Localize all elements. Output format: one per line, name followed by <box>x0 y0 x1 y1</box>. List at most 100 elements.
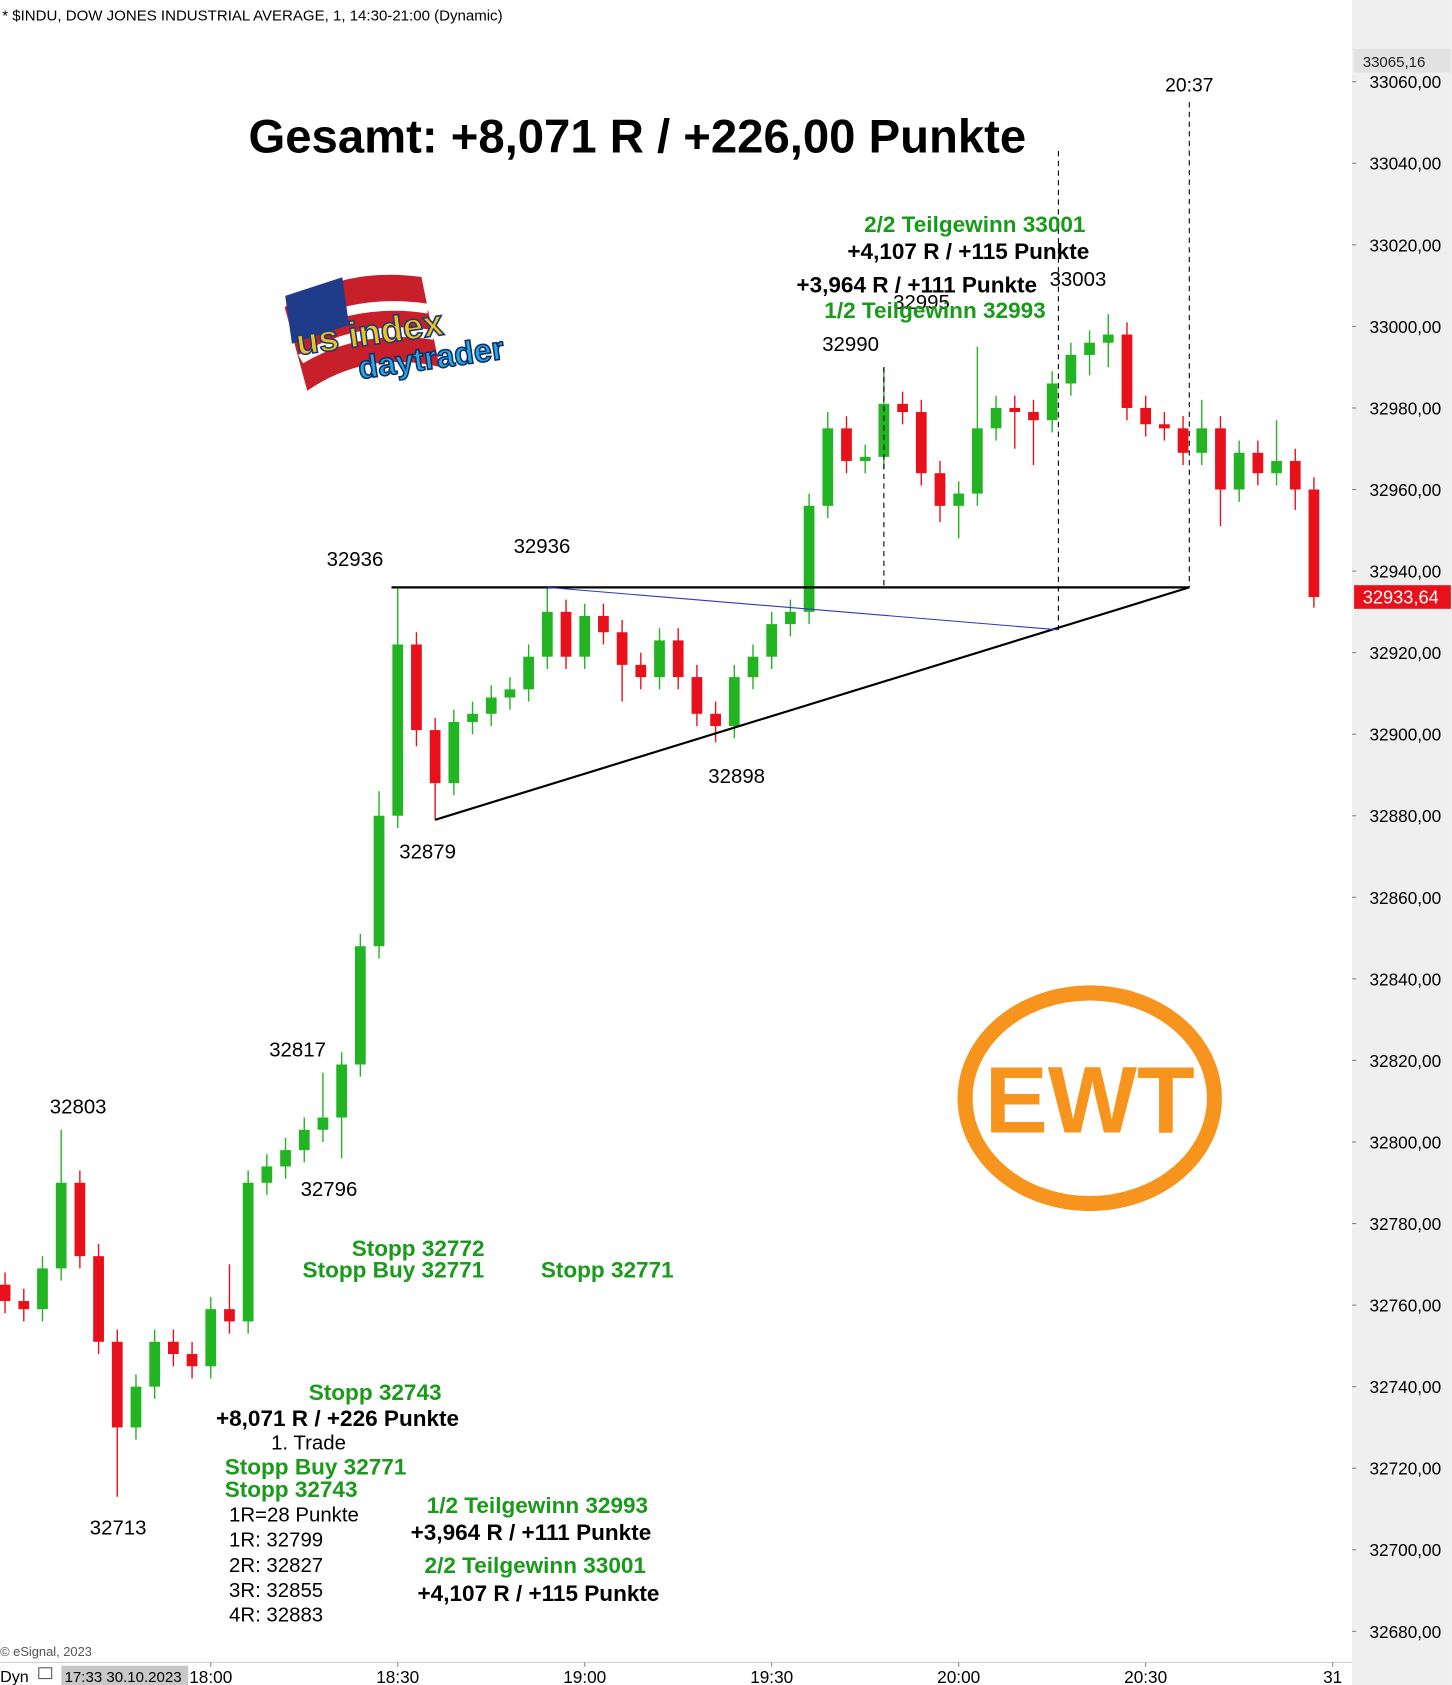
candle-body <box>130 1386 142 1428</box>
pivot-label: 32936 <box>327 549 384 571</box>
candle-body <box>1271 460 1282 474</box>
y-tick-label: 32880,00 <box>1369 806 1441 826</box>
y-tick-label: 32840,00 <box>1369 969 1441 989</box>
lock-icon[interactable] <box>38 1667 53 1680</box>
candle-body <box>822 428 834 506</box>
candle-body <box>485 697 497 714</box>
annotation: 1/2 Teilgewinn 32993 <box>824 298 1045 323</box>
y-tick-label: 32820,00 <box>1369 1051 1441 1071</box>
candle-body <box>504 689 516 698</box>
pivot-label: 32817 <box>269 1040 326 1062</box>
pivot-label: 32803 <box>50 1097 107 1119</box>
candle-body <box>859 456 871 461</box>
price-label: 33065,16 <box>1363 54 1426 71</box>
y-tick-label: 32740,00 <box>1369 1377 1441 1397</box>
candle-body <box>1028 412 1039 421</box>
candle-body <box>785 611 796 625</box>
ewt-logo: EWT <box>957 985 1222 1212</box>
header: * $INDU, DOW JONES INDUSTRIAL AVERAGE, 1… <box>2 7 502 24</box>
pivot-label: 32713 <box>90 1517 147 1539</box>
annotation: Stopp Buy 32771 <box>225 1454 407 1479</box>
candle-body <box>167 1341 179 1355</box>
candle-body <box>317 1117 329 1130</box>
candle-body <box>0 1284 11 1302</box>
candle-body <box>93 1256 104 1342</box>
annotation: 2/2 Teilgewinn 33001 <box>864 212 1085 237</box>
annotation: 2R: 32827 <box>229 1555 323 1577</box>
candle-body <box>766 624 778 657</box>
pivot-label: 32879 <box>399 842 456 864</box>
candle-body <box>354 946 366 1065</box>
candle-body <box>261 1166 273 1183</box>
candle-body <box>1196 428 1208 453</box>
y-tick-label: 32960,00 <box>1369 480 1441 500</box>
pivot-label: 32898 <box>708 766 765 788</box>
x-tick-label: 20:30 <box>1124 1667 1167 1685</box>
candle-body <box>373 815 385 947</box>
flag-canton <box>285 277 350 344</box>
x-tick-label: 19:00 <box>563 1667 606 1685</box>
candle-body <box>224 1309 235 1322</box>
candle-body <box>1121 334 1133 408</box>
annotation: 1. Trade <box>271 1433 346 1455</box>
candle-body <box>1289 460 1301 490</box>
candle-body <box>672 640 684 678</box>
timestamp: 17:33 30.10.2023 <box>65 1669 182 1685</box>
candle-body <box>728 677 740 727</box>
trendline <box>547 586 1059 631</box>
y-tick-label: 32760,00 <box>1369 1296 1441 1316</box>
annotation: Stopp 32743 <box>309 1380 442 1405</box>
x-tick-label: 18:00 <box>189 1667 232 1685</box>
y-tick-label: 33040,00 <box>1369 154 1441 174</box>
y-tick-label: 32920,00 <box>1369 643 1441 663</box>
candle-body <box>37 1268 48 1310</box>
y-tick-label: 32780,00 <box>1369 1214 1441 1234</box>
candle-body <box>448 721 460 784</box>
candle-body <box>990 407 1002 429</box>
candle-body <box>915 412 927 474</box>
annotation: +8,071 R / +226 Punkte <box>216 1406 459 1431</box>
candle-body <box>560 611 572 657</box>
candle-body <box>841 428 852 461</box>
mode: Dyn <box>0 1668 29 1685</box>
price-label: 32933,64 <box>1363 586 1439 607</box>
annotation: Stopp 32771 <box>541 1258 674 1283</box>
candle-body <box>298 1129 310 1151</box>
annotation: +3,964 R / +111 Punkte <box>411 1520 652 1545</box>
trendline <box>434 586 1190 821</box>
candle-body <box>616 632 628 665</box>
candle-body <box>429 730 441 784</box>
candle-body <box>1308 489 1320 598</box>
y-tick-label: 32680,00 <box>1369 1622 1441 1642</box>
candle-body <box>1158 424 1170 429</box>
annotation: +4,107 R / +115 Punkte <box>418 1581 660 1606</box>
vertical-marker-label: 20:37 <box>1165 74 1213 96</box>
y-tick-label: 32980,00 <box>1369 398 1441 418</box>
price-box <box>1354 585 1451 609</box>
candle-body <box>803 505 815 612</box>
ewt-ring <box>957 985 1222 1212</box>
candle-body <box>1046 383 1058 421</box>
price-box <box>1354 48 1451 73</box>
candle-body <box>186 1354 198 1367</box>
annotation: Stopp Buy 32771 <box>303 1258 485 1283</box>
annotation: 1R=28 Punkte <box>229 1505 359 1527</box>
candle-body <box>897 403 908 413</box>
pivot-label: 32995 <box>893 292 950 314</box>
y-tick-label: 33020,00 <box>1369 235 1441 255</box>
copyright: © eSignal, 2023 <box>0 1644 92 1659</box>
candle-body <box>392 644 404 816</box>
candle-body <box>541 611 553 657</box>
candle-body <box>654 640 665 678</box>
annotation: 4R: 32883 <box>229 1605 323 1627</box>
y-tick-label: 32800,00 <box>1369 1132 1441 1152</box>
candle-body <box>205 1309 217 1367</box>
ewt-text: EWT <box>985 1048 1195 1154</box>
y-tick-label: 33000,00 <box>1369 317 1441 337</box>
candle-body <box>934 473 946 506</box>
chart-title: Gesamt: +8,071 R / +226,00 Punkte <box>248 111 1026 164</box>
y-tick-label: 32940,00 <box>1369 562 1441 582</box>
candle-body <box>18 1301 30 1310</box>
y-tick-label: 33060,00 <box>1369 72 1441 92</box>
